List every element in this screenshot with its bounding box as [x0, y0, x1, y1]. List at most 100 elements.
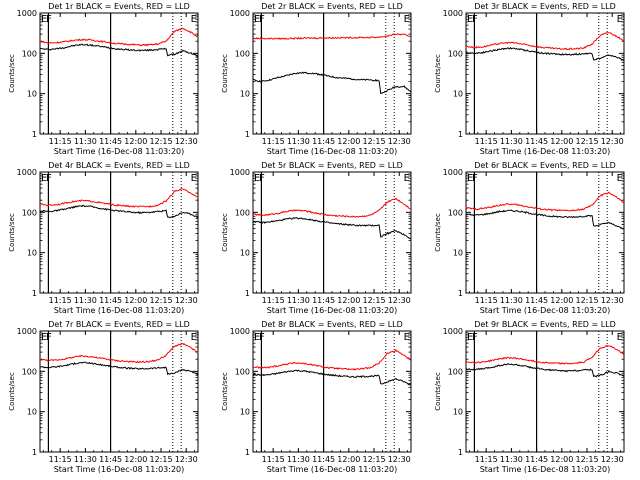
x-tick-label: 12:00	[337, 296, 360, 305]
marker-label-f: F	[259, 14, 265, 25]
x-tick-label: 12:15	[362, 455, 385, 464]
x-tick-label: 11:30	[500, 137, 523, 146]
x-tick-label: 11:30	[500, 296, 523, 305]
x-axis-label: Start Time (16-Dec-08 11:03:20)	[480, 306, 611, 315]
y-tick-label: 1	[32, 448, 37, 457]
y-tick-label: 1000	[443, 168, 463, 177]
x-axis-label: Start Time (16-Dec-08 11:03:20)	[54, 306, 185, 315]
x-tick-label: 12:30	[601, 137, 624, 146]
x-tick-label: 11:15	[49, 296, 72, 305]
y-tick-label: 100	[448, 367, 463, 376]
series-line-events	[465, 362, 625, 378]
chart-panel-7: Det 7r BLACK = Events, RED = LLD 1 10 100 10…	[8, 320, 199, 474]
y-axis-label: Counts/sec	[434, 372, 442, 411]
y-tick-label: 100	[22, 367, 37, 376]
x-axis-label: Start Time (16-Dec-08 11:03:20)	[54, 147, 185, 156]
marker-label-f: F	[259, 173, 265, 184]
x-tick-label: 12:00	[124, 137, 147, 146]
plot-frame	[465, 171, 625, 294]
x-tick-label: 12:00	[124, 455, 147, 464]
x-tick-label: 11:45	[312, 137, 335, 146]
x-tick-label: 11:15	[262, 137, 285, 146]
series-line-events	[252, 217, 412, 240]
x-tick-label: 11:30	[74, 137, 97, 146]
x-tick-label: 12:00	[337, 137, 360, 146]
chart-title: Det 6r BLACK = Events, RED = LLD	[474, 161, 616, 170]
y-tick-label: 1000	[443, 327, 463, 336]
y-tick-label: 1	[458, 130, 463, 139]
y-tick-label: 10	[27, 249, 37, 258]
marker-label-f: F	[472, 332, 478, 343]
marker-label-e: E	[41, 173, 47, 184]
y-tick-label: 10	[27, 90, 37, 99]
y-tick-label: 1	[245, 289, 250, 298]
x-tick-label: 11:45	[312, 455, 335, 464]
series-line-events	[39, 43, 198, 57]
x-tick-label: 12:30	[175, 455, 198, 464]
x-tick-label: 12:00	[124, 296, 147, 305]
chart-panel-3: Det 3r BLACK = Events, RED = LLD 1 10 100 10…	[434, 2, 625, 156]
marker-label-e: E	[41, 332, 47, 343]
x-axis-label: Start Time (16-Dec-08 11:03:20)	[267, 147, 398, 156]
y-axis-label: Counts/sec	[221, 213, 229, 252]
chart-title: Det 8r BLACK = Events, RED = LLD	[261, 320, 403, 329]
series-line-events	[465, 46, 625, 62]
marker-label-e: E	[254, 332, 260, 343]
x-tick-label: 11:30	[74, 296, 97, 305]
series-line-lld	[465, 345, 625, 365]
plot-frame	[252, 330, 412, 453]
y-axis-label: Counts/sec	[434, 54, 442, 93]
x-tick-label: 11:30	[287, 137, 310, 146]
y-tick-label: 100	[22, 49, 37, 58]
x-axis-label: Start Time (16-Dec-08 11:03:20)	[480, 465, 611, 474]
x-tick-label: 12:15	[362, 296, 385, 305]
series-line-events	[39, 204, 199, 219]
y-tick-label: 1000	[17, 9, 37, 18]
y-tick-label: 1	[245, 448, 250, 457]
y-tick-label: 1000	[17, 168, 37, 177]
y-tick-label: 10	[453, 249, 463, 258]
plot-frame	[465, 330, 625, 453]
y-tick-label: 1000	[230, 327, 250, 336]
y-tick-label: 100	[235, 208, 250, 217]
y-tick-label: 100	[22, 208, 37, 217]
x-tick-label: 12:00	[337, 455, 360, 464]
chart-panel-9: Det 9r BLACK = Events, RED = LLD 1 10 100 10…	[434, 320, 625, 474]
plot-frame	[39, 330, 199, 453]
y-tick-label: 1	[458, 448, 463, 457]
y-axis-label: Counts/sec	[8, 213, 16, 252]
x-tick-label: 11:15	[49, 455, 72, 464]
y-axis-label: Counts/sec	[221, 372, 229, 411]
x-tick-label: 11:15	[262, 455, 285, 464]
x-tick-label: 11:45	[99, 455, 122, 464]
x-tick-label: 12:30	[388, 296, 411, 305]
y-tick-label: 1	[245, 130, 250, 139]
y-tick-label: 100	[235, 367, 250, 376]
series-line-lld	[39, 188, 199, 208]
plot-frame	[39, 171, 199, 294]
y-tick-label: 10	[240, 249, 250, 258]
marker-label-e: E	[404, 332, 410, 343]
y-tick-label: 1000	[230, 168, 250, 177]
x-tick-label: 11:45	[525, 137, 548, 146]
x-tick-label: 12:00	[550, 137, 573, 146]
x-tick-label: 11:45	[525, 296, 548, 305]
chart-title: Det 9r BLACK = Events, RED = LLD	[474, 320, 616, 329]
marker-label-e: E	[617, 332, 623, 343]
marker-label-e: E	[254, 173, 260, 184]
chart-title: Det 5r BLACK = Events, RED = LLD	[261, 161, 403, 170]
x-axis-label: Start Time (16-Dec-08 11:03:20)	[480, 147, 611, 156]
x-tick-label: 11:30	[500, 455, 523, 464]
y-axis-label: Counts/sec	[8, 372, 16, 411]
y-tick-label: 10	[240, 90, 250, 99]
x-tick-label: 12:30	[388, 455, 411, 464]
y-tick-label: 1000	[230, 9, 250, 18]
series-line-lld	[252, 33, 412, 41]
y-axis-label: Counts/sec	[8, 54, 16, 93]
x-tick-label: 12:15	[575, 296, 598, 305]
marker-label-f: F	[472, 173, 478, 184]
chart-panel-1: Det 1r BLACK = Events, RED = LLD 1 10 100 10…	[8, 2, 199, 156]
series-line-lld	[252, 197, 412, 218]
x-axis-label: Start Time (16-Dec-08 11:03:20)	[267, 306, 398, 315]
marker-label-f: F	[472, 14, 478, 25]
